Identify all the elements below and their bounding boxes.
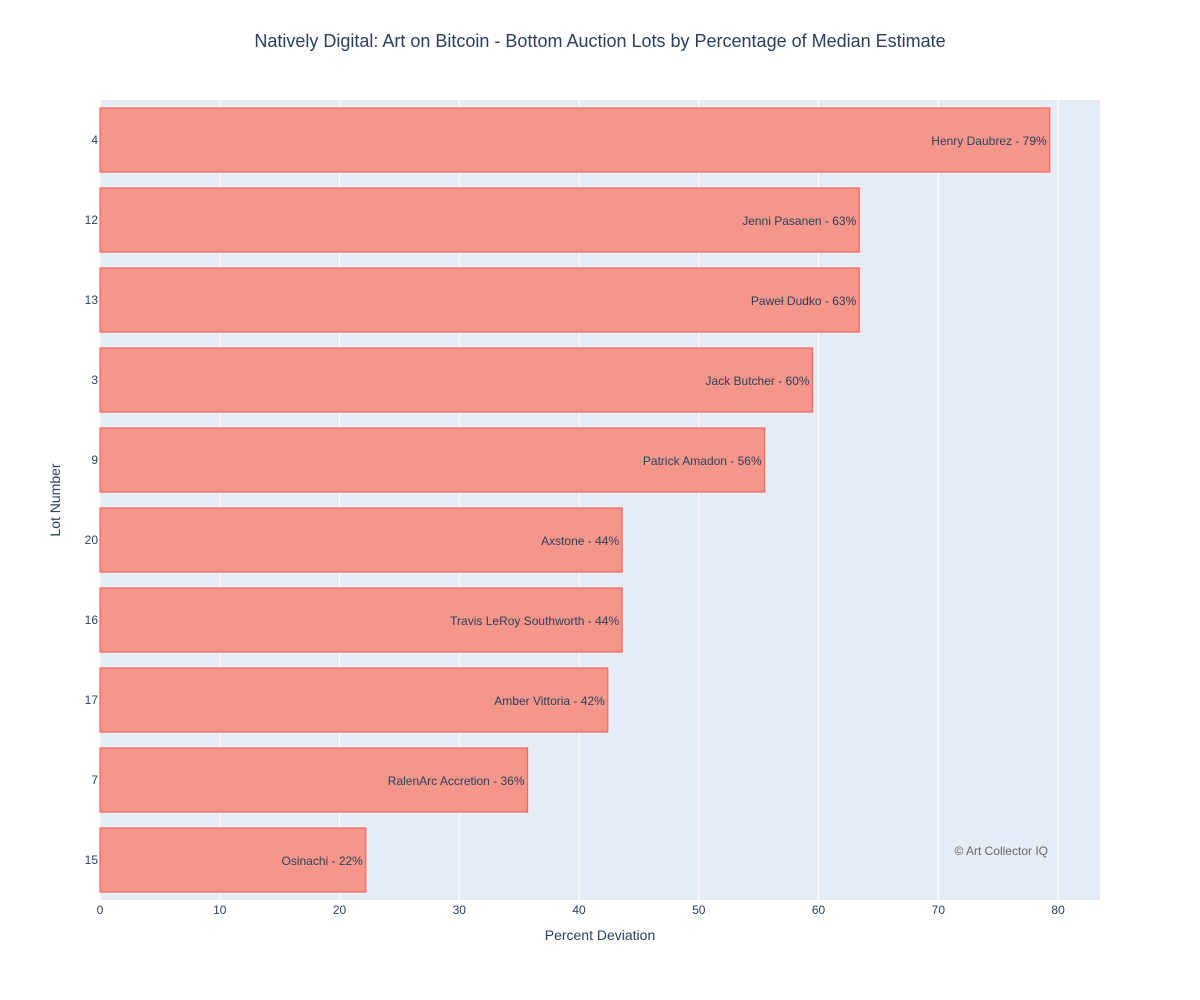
x-tick-label: 40 (572, 903, 586, 917)
bar (99, 107, 1051, 173)
x-tick-label: 70 (932, 903, 946, 917)
bar-label: Axstone - 44% (541, 534, 619, 548)
bar (99, 267, 860, 333)
bar (99, 587, 623, 653)
bar-label: Henry Daubrez - 79% (931, 134, 1047, 148)
y-tick-label: 9 (91, 453, 98, 467)
x-axis-title: Percent Deviation (545, 927, 656, 943)
y-tick-label: 15 (85, 853, 99, 867)
watermark-annotation: © Art Collector IQ (954, 844, 1048, 858)
y-tick-label: 4 (91, 133, 98, 147)
chart-title: Natively Digital: Art on Bitcoin - Botto… (254, 31, 946, 51)
bar (99, 667, 609, 733)
x-tick-label: 0 (97, 903, 104, 917)
x-tick-label: 80 (1051, 903, 1065, 917)
y-tick-label: 7 (91, 773, 98, 787)
x-tick-label: 50 (692, 903, 706, 917)
bar (99, 747, 529, 813)
y-tick-label: 13 (85, 293, 99, 307)
bar-label: Amber Vittoria - 42% (494, 694, 605, 708)
y-axis-ticks: 4 12 13 3 9 20 16 17 7 15 (85, 133, 99, 867)
bar-label: Jack Butcher - 60% (706, 374, 810, 388)
y-tick-label: 20 (85, 533, 99, 547)
bars: Henry Daubrez - 79% Jenni Pasanen - 63% Pa… (99, 107, 1051, 893)
bar-label: Patrick Amadon - 56% (643, 454, 762, 468)
y-axis-title: Lot Number (47, 463, 63, 536)
bar-label: Osinachi - 22% (281, 854, 363, 868)
bar-label: Paweł Dudko - 63% (751, 294, 857, 308)
bar (99, 187, 860, 253)
bar-label: RalenArc Accretion - 36% (388, 774, 525, 788)
bar-label: Travis LeRoy Southworth - 44% (450, 614, 619, 628)
x-tick-label: 20 (333, 903, 347, 917)
y-tick-label: 16 (85, 613, 99, 627)
y-tick-label: 17 (85, 693, 99, 707)
bar-label: Jenni Pasanen - 63% (742, 214, 856, 228)
x-tick-label: 60 (812, 903, 826, 917)
y-tick-label: 3 (91, 373, 98, 387)
x-tick-label: 30 (453, 903, 467, 917)
bar (99, 827, 367, 893)
y-tick-label: 12 (85, 213, 99, 227)
bar (99, 347, 814, 413)
x-axis-ticks: 0 10 20 30 40 50 60 70 80 (97, 903, 1065, 917)
bar (99, 507, 623, 573)
x-tick-label: 10 (213, 903, 227, 917)
bar (99, 427, 766, 493)
